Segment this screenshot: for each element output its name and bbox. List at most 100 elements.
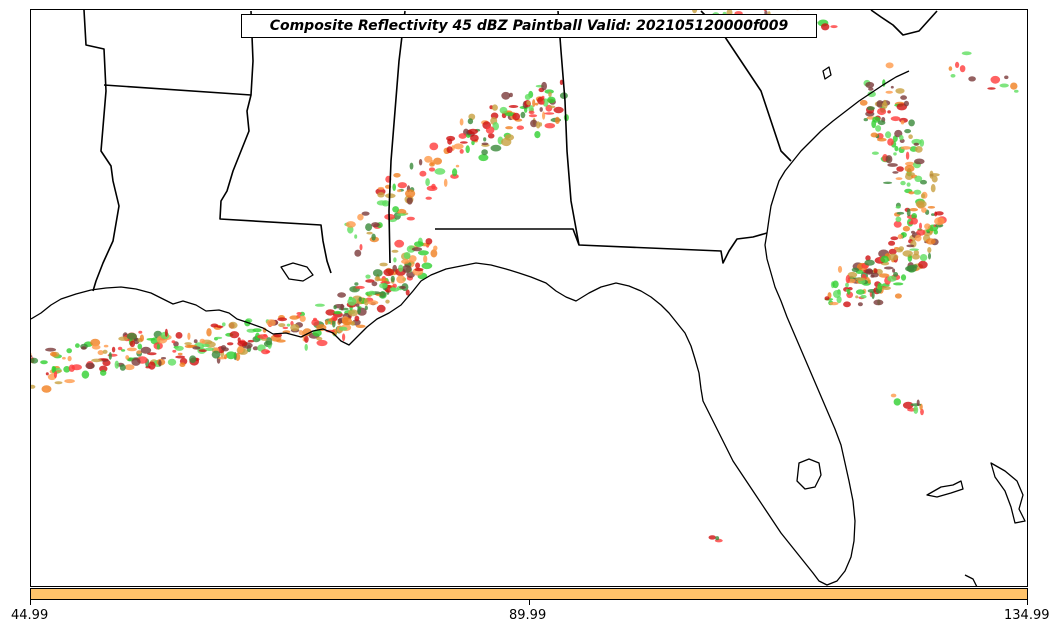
reflectivity-blob — [304, 343, 308, 351]
reflectivity-blob — [541, 100, 545, 105]
reflectivity-blob — [347, 297, 357, 306]
reflectivity-blob — [911, 253, 920, 260]
reflectivity-blob — [452, 168, 458, 177]
reflectivity-blob — [885, 131, 892, 139]
reflectivity-blob — [847, 288, 851, 295]
reflectivity-blob — [125, 355, 130, 360]
reflectivity-blob — [885, 90, 893, 94]
reflectivity-blob — [429, 162, 435, 167]
reflectivity-blob — [390, 275, 395, 283]
reflectivity-blob — [927, 247, 932, 253]
reflectivity-blob — [911, 213, 917, 220]
reflectivity-blob — [829, 301, 839, 306]
reflectivity-blob — [895, 88, 905, 94]
reflectivity-blob — [905, 161, 915, 166]
reflectivity-blob — [117, 346, 123, 351]
reflectivity-blob — [873, 299, 884, 306]
reflectivity-blob — [371, 281, 378, 287]
reflectivity-blob — [140, 346, 152, 354]
reflectivity-blob — [372, 269, 383, 277]
reflectivity-blob — [411, 247, 423, 252]
reflectivity-blob — [920, 408, 924, 416]
reflectivity-blob — [171, 340, 176, 344]
reflectivity-blob — [63, 366, 71, 373]
reflectivity-blob — [911, 138, 922, 145]
reflectivity-blob — [158, 359, 162, 367]
reflectivity-blob — [167, 358, 177, 366]
reflectivity-blob — [919, 222, 922, 230]
border-nc-sc — [870, 10, 938, 36]
reflectivity-blob — [126, 347, 137, 352]
reflectivity-blob — [193, 339, 198, 344]
reflectivity-blob — [290, 324, 300, 332]
reflectivity-blob — [913, 189, 922, 195]
reflectivity-blob — [201, 343, 210, 348]
reflectivity-blob — [526, 100, 531, 106]
reflectivity-blob — [913, 142, 919, 146]
reflectivity-blob — [896, 248, 903, 253]
reflectivity-blob — [896, 166, 904, 172]
reflectivity-blob — [211, 350, 221, 359]
reflectivity-blob — [397, 189, 402, 193]
reflectivity-blob — [40, 360, 48, 365]
reflectivity-blob — [544, 89, 554, 94]
reflectivity-blob — [354, 249, 362, 257]
reflectivity-blob — [277, 317, 288, 322]
reflectivity-blob — [512, 112, 521, 121]
reflectivity-blob — [333, 310, 342, 315]
reflectivity-blob — [276, 339, 286, 343]
reflectivity-blob — [1014, 89, 1019, 93]
reflectivity-blob — [102, 349, 108, 354]
reflectivity-blob — [220, 345, 227, 351]
reflectivity-blob — [465, 145, 470, 154]
reflectivity-blob — [910, 217, 918, 225]
reflectivity-blob — [97, 350, 104, 356]
reflectivity-blob — [114, 360, 120, 369]
reflectivity-blob — [499, 106, 508, 114]
reflectivity-blob — [921, 207, 927, 213]
reflectivity-blob — [252, 328, 262, 333]
reflectivity-blob — [877, 137, 887, 142]
reflectivity-blob — [990, 75, 1001, 84]
reflectivity-blob — [136, 350, 142, 355]
reflectivity-blob — [904, 129, 911, 134]
reflectivity-blob — [64, 379, 75, 384]
reflectivity-blob — [425, 178, 430, 187]
reflectivity-blob — [67, 355, 72, 362]
reflectivity-blob — [164, 328, 168, 337]
reflectivity-blob — [406, 216, 415, 221]
reflectivity-blob — [124, 364, 135, 371]
reflectivity-blob — [223, 354, 228, 360]
reflectivity-blob — [377, 186, 385, 190]
border-ms-al — [388, 10, 406, 264]
reflectivity-blob — [909, 208, 918, 212]
reflectivity-blob — [900, 146, 912, 150]
reflectivity-blob — [895, 205, 901, 209]
gulf-coastline — [31, 232, 856, 586]
reflectivity-blob — [56, 369, 62, 373]
reflectivity-blob — [187, 332, 191, 340]
reflectivity-blob — [137, 343, 143, 350]
reflectivity-blob — [548, 91, 552, 97]
reflectivity-blob — [1010, 82, 1018, 90]
reflectivity-blob — [959, 65, 966, 73]
reflectivity-blob — [893, 220, 902, 228]
reflectivity-blob — [843, 301, 851, 308]
reflectivity-blob — [228, 321, 238, 329]
reflectivity-blob — [357, 213, 364, 221]
reflectivity-blob — [847, 271, 858, 278]
reflectivity-blob — [541, 81, 547, 91]
reflectivity-blob — [257, 334, 269, 339]
reflectivity-blob — [216, 325, 224, 328]
reflectivity-blob — [379, 291, 386, 298]
reflectivity-blob — [902, 225, 911, 232]
reflectivity-blob — [948, 66, 953, 71]
reflectivity-blob — [890, 393, 897, 398]
reflectivity-blob — [541, 95, 545, 99]
bahamas-island — [990, 462, 1026, 524]
reflectivity-blob — [354, 315, 360, 322]
reflectivity-blob — [542, 111, 546, 120]
reflectivity-blob — [528, 110, 535, 115]
reflectivity-blob — [355, 303, 360, 307]
reflectivity-blob — [252, 346, 259, 351]
